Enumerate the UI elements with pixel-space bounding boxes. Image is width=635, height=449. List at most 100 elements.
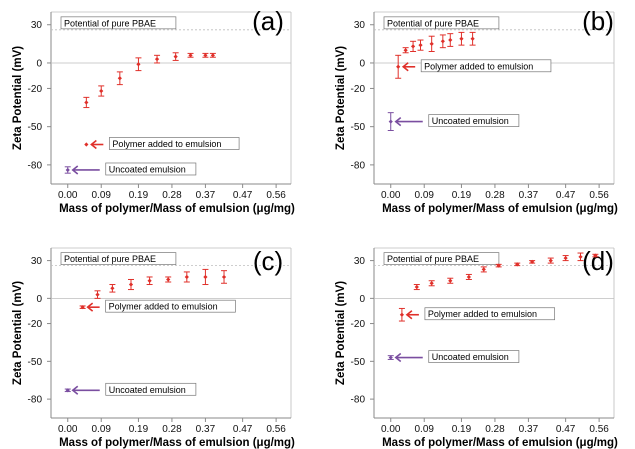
panel-a: Potential of pure PBAE 30 0 -20 -50 -80 0.00 0.… [12, 6, 295, 215]
annotation-arrow [394, 116, 423, 127]
data-point [515, 262, 520, 267]
x-tick-label: 0.56 [266, 190, 286, 201]
x-tick-label: 0.37 [519, 190, 539, 201]
y-tick-label: -20 [351, 84, 366, 95]
polymer-added-annotation-frame [424, 307, 556, 321]
x-tick-label: 0.19 [452, 424, 472, 435]
polymer-added-annotation-label: Polymer added to emulsion [424, 61, 533, 71]
polymer-added-annotation-frame [108, 137, 240, 150]
data-point [154, 57, 160, 62]
uncoated-annotation-label: Uncoated emulsion [432, 352, 509, 362]
x-tick-label: 0.37 [196, 190, 216, 201]
annotation-arrow [86, 302, 100, 312]
annotation-arrow [401, 62, 416, 72]
x-tick-label: 0.19 [129, 424, 149, 435]
uncoated-annotation-box: Uncoated emulsion [428, 114, 520, 127]
y-tick-label: 0 [359, 294, 365, 305]
data-point [203, 274, 208, 280]
uncoated-annotation-label: Uncoated emulsion [109, 164, 186, 174]
series-polymer-added [398, 252, 599, 322]
panel-label: (c) [253, 246, 283, 276]
series-polymer-added [79, 268, 228, 310]
pbae-reference-label: Potential of pure PBAE [64, 18, 156, 28]
data-point [128, 282, 134, 287]
polymer-added-annotation-box: Polymer added to emulsion [105, 299, 236, 313]
data-point [429, 281, 434, 286]
annotation-marker [84, 142, 89, 147]
panel-label: (b) [582, 6, 614, 36]
uncoated-annotation-box: Uncoated emulsion [105, 162, 197, 176]
pbae-reference-frame [383, 252, 500, 265]
x-tick-label: 0.56 [589, 190, 609, 201]
polymer-added-annotation-box: Polymer added to emulsion [424, 307, 556, 321]
y-tick-label: 0 [359, 58, 365, 69]
data-point [65, 388, 70, 393]
x-tick-label: 0.56 [589, 424, 609, 435]
x-axis-title: Mass of polymer/Mass of emulsion (μg/mg) [382, 437, 618, 449]
data-point [440, 39, 445, 44]
data-point [448, 278, 453, 283]
data-point [459, 36, 464, 41]
x-tick-label: 0.28 [162, 190, 182, 201]
annotation-arrow [71, 165, 100, 175]
x-tick-label: 0.09 [414, 424, 434, 435]
data-point [403, 48, 408, 53]
y-tick-label: 0 [36, 294, 42, 305]
data-point [414, 284, 419, 290]
x-tick-label: 0.28 [485, 190, 505, 201]
uncoated-annotation-frame [428, 350, 520, 363]
uncoated-annotation-label: Uncoated emulsion [109, 385, 186, 395]
series-uncoated [387, 112, 394, 131]
polymer-added-annotation-box: Polymer added to emulsion [108, 137, 240, 150]
data-point [563, 255, 568, 261]
data-point [470, 36, 475, 41]
data-point [593, 253, 598, 258]
series-uncoated [64, 388, 71, 393]
y-tick-label: -50 [28, 122, 43, 133]
data-point [166, 277, 171, 282]
polymer-added-annotation-label: Polymer added to emulsion [428, 309, 537, 319]
data-point [388, 355, 393, 360]
data-point [448, 37, 453, 43]
series-uncoated [387, 355, 394, 360]
data-point [84, 100, 89, 105]
data-point [110, 286, 115, 291]
x-tick-label: 0.28 [485, 424, 505, 435]
data-point [203, 53, 208, 58]
pbae-reference-label: Potential of pure PBAE [387, 254, 479, 264]
x-tick-label: 0.00 [381, 424, 401, 435]
polymer-added-annotation-label: Polymer added to emulsion [109, 302, 218, 312]
data-point [188, 53, 193, 58]
polymer-added-annotation-frame [420, 59, 552, 73]
x-tick-label: 0.47 [556, 190, 576, 201]
polymer-added-annotation-label: Polymer added to emulsion [112, 139, 221, 149]
data-point [99, 88, 104, 94]
y-tick-label: 30 [31, 256, 43, 267]
series-uncoated [64, 166, 71, 174]
x-tick-label: 0.09 [91, 190, 111, 201]
x-tick-label: 0.19 [452, 190, 472, 201]
annotation-arrow [394, 352, 423, 363]
x-tick-label: 0.19 [129, 190, 149, 201]
y-tick-label: -50 [351, 122, 366, 133]
y-axis-title: Zeta Potential (mV) [335, 46, 347, 150]
pbae-reference-label: Potential of pure PBAE [387, 18, 479, 28]
annotation-arrow [90, 139, 104, 150]
x-tick-label: 0.37 [196, 424, 216, 435]
pbae-reference-frame [383, 16, 500, 30]
panel-label: (a) [252, 6, 284, 36]
uncoated-annotation-box: Uncoated emulsion [105, 382, 197, 396]
pbae-reference-label: Potential of pure PBAE [64, 254, 156, 264]
data-point [65, 167, 70, 173]
panel-b: Potential of pure PBAE 30 0 -20 -50 -80 0.00 0.… [335, 6, 618, 215]
uncoated-annotation-frame [428, 114, 520, 127]
pbae-reference-box: Potential of pure PBAE [60, 252, 177, 265]
pbae-reference-frame [60, 16, 177, 30]
pbae-reference-frame [60, 252, 177, 265]
x-tick-label: 0.47 [556, 424, 576, 435]
x-tick-label: 0.09 [414, 190, 434, 201]
data-point [210, 53, 215, 58]
y-tick-label: -80 [351, 160, 366, 171]
y-tick-label: -20 [28, 319, 43, 330]
uncoated-annotation-box: Uncoated emulsion [428, 350, 520, 363]
